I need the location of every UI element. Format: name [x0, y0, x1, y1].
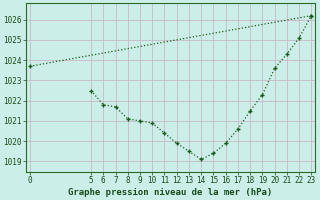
X-axis label: Graphe pression niveau de la mer (hPa): Graphe pression niveau de la mer (hPa) [68, 188, 273, 197]
